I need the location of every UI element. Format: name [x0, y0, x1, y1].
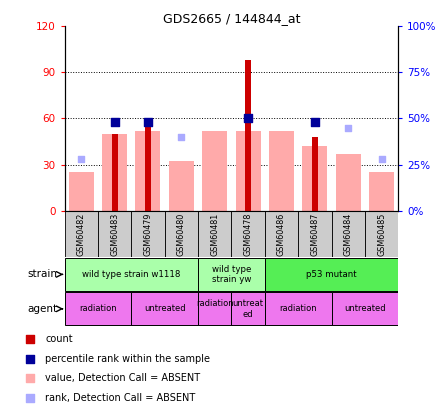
Bar: [131, 292, 198, 325]
Text: radiation: radiation: [279, 304, 317, 313]
Bar: [265, 211, 298, 257]
Bar: [302, 146, 328, 211]
Text: percentile rank within the sample: percentile rank within the sample: [45, 354, 210, 364]
Text: GSM60485: GSM60485: [377, 213, 386, 256]
Bar: [198, 258, 265, 291]
Text: GSM60481: GSM60481: [210, 213, 219, 256]
Point: [78, 156, 85, 162]
Bar: [198, 292, 231, 325]
Text: agent: agent: [28, 304, 58, 314]
Bar: [265, 292, 332, 325]
Bar: [265, 258, 398, 291]
Text: value, Detection Call = ABSENT: value, Detection Call = ABSENT: [45, 373, 201, 383]
Bar: [145, 118, 151, 211]
Bar: [165, 211, 198, 257]
Bar: [312, 137, 318, 211]
Text: GSM60486: GSM60486: [277, 213, 286, 256]
Text: GSM60478: GSM60478: [243, 213, 253, 256]
Point: [378, 156, 385, 162]
Bar: [65, 258, 198, 291]
Text: strain: strain: [28, 269, 58, 279]
Text: count: count: [45, 334, 73, 344]
Bar: [131, 211, 165, 257]
Text: p53 mutant: p53 mutant: [306, 270, 357, 279]
Text: untreated: untreated: [144, 304, 186, 313]
Bar: [98, 211, 131, 257]
Text: GSM60483: GSM60483: [110, 213, 119, 256]
Point: [312, 119, 319, 126]
Point: [111, 119, 118, 126]
Bar: [369, 172, 394, 211]
Bar: [332, 292, 398, 325]
Point: [245, 115, 252, 122]
Bar: [69, 172, 94, 211]
Point: [379, 100, 386, 106]
Bar: [332, 211, 365, 257]
Text: wild type
strain yw: wild type strain yw: [212, 265, 251, 284]
Text: radiation: radiation: [79, 304, 117, 313]
Text: GSM60487: GSM60487: [310, 213, 320, 256]
Bar: [231, 211, 265, 257]
Bar: [102, 134, 127, 211]
Text: GSM60479: GSM60479: [143, 213, 153, 256]
Bar: [231, 292, 265, 325]
Bar: [336, 154, 361, 211]
Text: untreated: untreated: [344, 304, 386, 313]
Text: wild type strain w1118: wild type strain w1118: [82, 270, 181, 279]
Bar: [365, 211, 398, 257]
Bar: [202, 131, 227, 211]
Bar: [269, 131, 294, 211]
Point: [178, 134, 185, 140]
Text: GSM60480: GSM60480: [177, 213, 186, 256]
Bar: [135, 131, 161, 211]
Point: [145, 119, 152, 126]
Bar: [198, 211, 231, 257]
Text: rank, Detection Call = ABSENT: rank, Detection Call = ABSENT: [45, 393, 196, 403]
Title: GDS2665 / 144844_at: GDS2665 / 144844_at: [163, 12, 300, 25]
Bar: [298, 211, 332, 257]
Bar: [235, 131, 261, 211]
Text: untreat
ed: untreat ed: [233, 299, 263, 318]
Text: radiation: radiation: [196, 299, 234, 318]
Bar: [65, 211, 98, 257]
Text: GSM60484: GSM60484: [344, 213, 353, 256]
Text: GSM60482: GSM60482: [77, 213, 86, 256]
Bar: [112, 134, 117, 211]
Bar: [169, 162, 194, 211]
Point: [379, 281, 386, 288]
Bar: [245, 60, 251, 211]
Bar: [65, 292, 131, 325]
Point: [345, 124, 352, 131]
